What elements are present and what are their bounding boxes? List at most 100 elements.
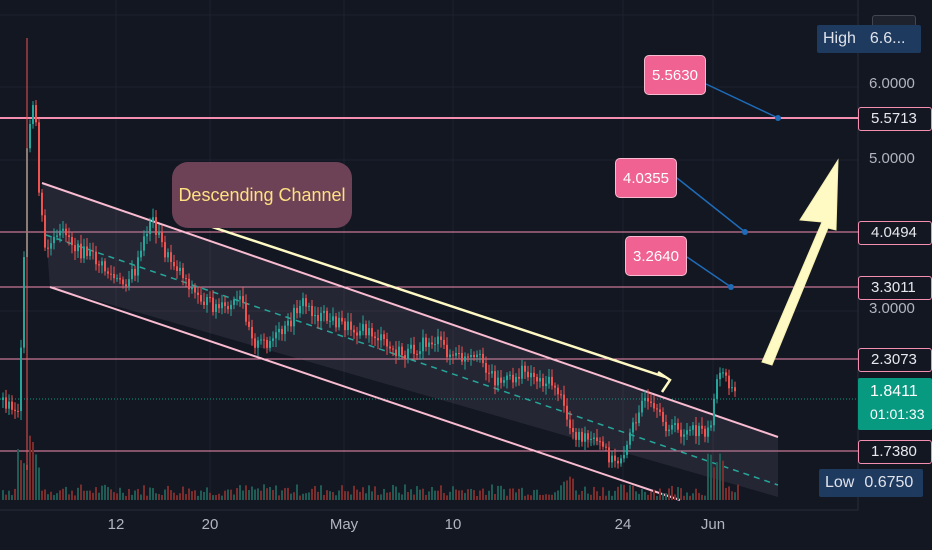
trend-line (175, 213, 666, 379)
descending-channel-label[interactable]: Descending Channel (172, 162, 352, 228)
volume-bar (602, 487, 604, 500)
candle-body (614, 455, 616, 461)
volume-bar (389, 492, 391, 500)
volume-bar (446, 495, 448, 500)
candle-body (467, 356, 469, 358)
volume-bar (71, 490, 73, 500)
volume-bar (641, 489, 643, 500)
volume-bar (572, 478, 574, 500)
volume-bar (212, 495, 214, 500)
candle-body (59, 230, 61, 236)
volume-bar (728, 486, 730, 500)
volume-bar (92, 492, 94, 500)
x-tick-label: 20 (201, 516, 219, 533)
candle-body (17, 410, 19, 412)
candle-body (677, 423, 679, 430)
level-tag-1-7380: 1.7380 (858, 440, 932, 464)
volume-bar (617, 486, 619, 500)
candle-body (329, 320, 331, 322)
candle-body (449, 354, 451, 358)
volume-bar (41, 490, 43, 500)
candle-body (293, 307, 295, 327)
candle-body (242, 296, 244, 303)
candle-body (413, 344, 415, 354)
volume-bar (719, 453, 721, 500)
volume-bar (713, 467, 715, 500)
volume-bar (296, 484, 298, 500)
volume-bar (305, 493, 307, 500)
candle-body (350, 321, 352, 330)
volume-bar (665, 493, 667, 500)
candle-body (554, 385, 556, 388)
candle-body (437, 336, 439, 345)
candle-body (56, 235, 58, 237)
candle-body (725, 372, 727, 376)
volume-bar (104, 484, 106, 500)
volume-bar (491, 484, 493, 500)
volume-bar (707, 453, 709, 500)
candle-body (734, 387, 736, 392)
volume-bar (302, 493, 304, 500)
candle-body (281, 328, 283, 335)
candle-body (695, 425, 697, 437)
volume-bar (542, 495, 544, 500)
candle-body (542, 378, 544, 387)
candle-body (698, 425, 700, 437)
volume-bar (98, 492, 100, 500)
volume-bar (569, 476, 571, 500)
volume-bar (269, 486, 271, 500)
volume-bar (404, 484, 406, 500)
volume-bar (452, 486, 454, 500)
volume-bar (704, 495, 706, 500)
volume-bar (659, 488, 661, 500)
candle-body (266, 339, 268, 348)
level-tag-5-5713: 5.5713 (858, 107, 932, 131)
volume-bar (410, 489, 412, 500)
candle-body (110, 273, 112, 275)
candle-body (380, 334, 382, 341)
candle-body (113, 274, 115, 279)
low-badge: Low 0.6750 (819, 469, 923, 497)
volume-bar (653, 489, 655, 500)
target-callout[interactable]: 4.0355 (615, 158, 677, 198)
candle-body (545, 383, 547, 387)
candle-body (311, 305, 313, 317)
callout-anchor (775, 115, 781, 121)
candle-body (11, 401, 13, 410)
candle-body (473, 355, 475, 357)
target-callout[interactable]: 5.5630 (644, 55, 706, 95)
candle-body (251, 326, 253, 339)
volume-bar (158, 493, 160, 500)
last-price-value: 1.8411 (870, 383, 918, 400)
candle-body (167, 252, 169, 258)
candle-body (626, 444, 628, 455)
upward-arrow (761, 158, 839, 366)
candle-body (434, 344, 436, 346)
candle-body (383, 334, 385, 340)
candle-body (689, 429, 691, 431)
candle-body (185, 278, 187, 280)
candle-body (128, 279, 130, 287)
candle-body (335, 316, 337, 328)
candle-body (125, 284, 127, 287)
candle-body (23, 257, 25, 348)
volume-bar (23, 463, 25, 500)
volume-bar (521, 487, 523, 500)
volume-bar (629, 485, 631, 500)
volume-bar (413, 494, 415, 500)
candle-body (428, 342, 430, 347)
callout-connector (676, 177, 746, 233)
volume-bar (368, 485, 370, 500)
volume-bar (365, 493, 367, 500)
volume-bar (11, 495, 13, 500)
candle-body (656, 408, 658, 410)
candle-body (62, 228, 64, 231)
volume-bar (35, 454, 37, 500)
volume-bar (287, 487, 289, 500)
target-callout[interactable]: 3.2640 (625, 236, 687, 276)
volume-bar (230, 489, 232, 500)
volume-bar (473, 490, 475, 500)
volume-bar (731, 491, 733, 500)
